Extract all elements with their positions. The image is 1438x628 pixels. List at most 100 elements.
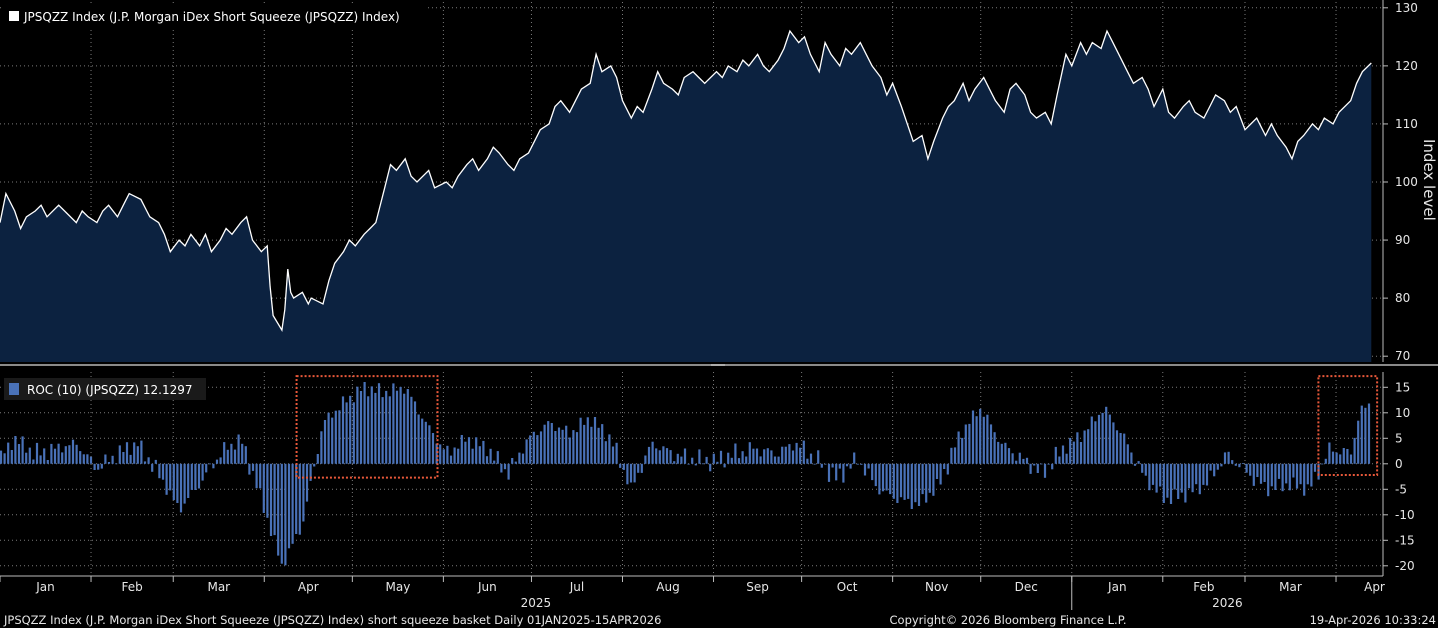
roc-bar: [1360, 405, 1363, 464]
roc-bar: [1126, 444, 1129, 464]
upper-y-tick-label: 80: [1395, 291, 1410, 305]
roc-bar: [0, 450, 3, 464]
roc-bar: [1187, 463, 1191, 489]
roc-bar: [957, 431, 960, 464]
roc-bar: [1281, 463, 1284, 492]
roc-bar: [709, 463, 712, 472]
roc-bar: [413, 401, 417, 464]
roc-bar: [982, 416, 985, 464]
roc-bar: [568, 437, 571, 464]
roc-bar: [1364, 407, 1367, 464]
roc-bar: [417, 414, 420, 464]
roc-bar: [647, 446, 651, 464]
roc-bar: [871, 463, 874, 481]
roc-bar: [752, 448, 755, 464]
roc-bar: [885, 463, 888, 491]
roc-bar: [1047, 463, 1050, 465]
x-month-label: Mar: [207, 580, 230, 594]
roc-bar: [590, 426, 593, 464]
roc-bar: [698, 449, 701, 464]
roc-bar: [583, 424, 586, 464]
roc-bar: [658, 450, 661, 464]
roc-bar: [615, 442, 618, 464]
roc-bar: [1029, 463, 1032, 474]
roc-bar: [993, 432, 996, 464]
roc-bar: [1133, 463, 1137, 466]
roc-bar: [820, 463, 823, 468]
roc-bar: [453, 447, 456, 464]
roc-bar: [226, 449, 229, 464]
roc-bar: [1101, 412, 1104, 464]
roc-bar: [608, 434, 611, 464]
lower-y-tick-label: 15: [1395, 380, 1410, 394]
roc-bar: [93, 463, 96, 470]
lower-y-tick-label: -20: [1395, 559, 1415, 573]
lower-y-tick-label: -5: [1395, 482, 1407, 496]
roc-bar: [1306, 463, 1309, 485]
roc-bar: [1241, 463, 1245, 464]
roc-bar: [845, 463, 849, 467]
roc-bar: [518, 452, 521, 464]
roc-bar: [334, 410, 337, 464]
footer-description: JPSQZZ Index (J.P. Morgan iDex Short Squ…: [3, 613, 661, 627]
roc-bar: [1353, 437, 1356, 464]
roc-bar: [1256, 463, 1259, 477]
roc-bar: [1277, 463, 1281, 479]
roc-bar: [1054, 446, 1057, 464]
x-month-label: Jun: [477, 580, 497, 594]
roc-bar: [161, 463, 165, 480]
roc-bar: [719, 450, 723, 464]
roc-bar: [1328, 442, 1331, 464]
roc-bar: [644, 455, 647, 464]
highlight-boxes: [295, 375, 1379, 479]
roc-bar: [1040, 463, 1043, 465]
roc-bar: [953, 447, 957, 464]
roc-bar: [385, 390, 388, 464]
roc-bar: [907, 463, 910, 499]
roc-bar: [989, 424, 993, 464]
x-month-label: Jul: [569, 580, 584, 594]
roc-bar: [1259, 463, 1263, 484]
roc-bar: [309, 463, 312, 481]
x-month-label: Oct: [837, 580, 858, 594]
roc-bar: [536, 435, 539, 464]
roc-bar: [511, 458, 514, 464]
roc-bar: [1342, 448, 1345, 464]
roc-bar: [964, 424, 967, 464]
roc-bar: [806, 458, 809, 464]
roc-bar: [1223, 452, 1227, 464]
roc-bar: [424, 421, 427, 464]
roc-bar: [622, 463, 625, 470]
roc-bar: [878, 463, 881, 495]
roc-bar: [1051, 463, 1054, 470]
upper-y-tick-label: 110: [1395, 117, 1418, 131]
roc-bar: [1346, 449, 1349, 464]
x-month-label: Apr: [1364, 580, 1385, 594]
roc-bar: [478, 446, 481, 464]
roc-bar: [932, 463, 935, 496]
roc-bar: [597, 427, 600, 464]
roc-bar: [889, 463, 892, 495]
roc-bar: [1331, 451, 1335, 464]
roc-bar: [604, 441, 607, 464]
roc-bar: [1198, 463, 1201, 495]
roc-bar: [21, 436, 24, 464]
roc-bar: [291, 463, 294, 544]
roc-bar: [1123, 433, 1126, 464]
roc-bar: [701, 463, 705, 465]
roc-bar: [521, 453, 525, 464]
x-month-label: Mar: [1279, 580, 1302, 594]
roc-bar: [136, 446, 139, 464]
roc-bar: [151, 463, 154, 472]
roc-bar: [892, 463, 895, 499]
roc-bar: [593, 417, 597, 464]
roc-bar: [331, 417, 334, 464]
roc-bar: [298, 463, 301, 535]
roc-bar: [262, 463, 265, 513]
roc-bar: [946, 463, 949, 475]
roc-bar: [1195, 463, 1198, 485]
roc-bar: [1234, 463, 1237, 466]
roc-bar: [835, 463, 838, 481]
roc-bar: [755, 448, 759, 464]
roc-bar: [399, 386, 402, 464]
